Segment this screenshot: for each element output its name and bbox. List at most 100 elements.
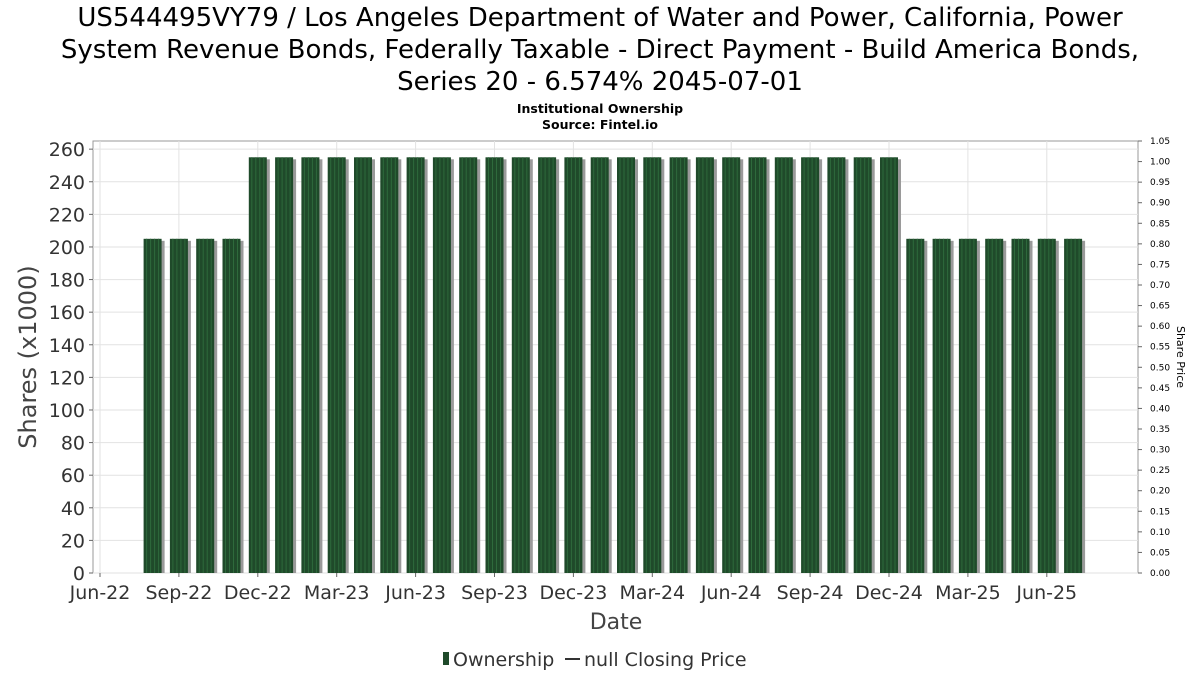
chart-title: US544495VY79 / Los Angeles Department of… xyxy=(0,2,1200,98)
y2-tick-label: 0.65 xyxy=(1150,302,1170,312)
bar-ownership xyxy=(669,157,688,573)
y-tick-label: 0 xyxy=(73,563,85,585)
y2-tick-label: 0.80 xyxy=(1150,240,1170,250)
bar-ownership xyxy=(1064,238,1083,573)
y-axis-right: 0.00 0.05 0.10 0.15 0.20 0.25 0.30 0.35 0.40 0.45… xyxy=(1138,137,1170,579)
x-tick-label: Sep-22 xyxy=(145,582,212,604)
y-tick-label: 140 xyxy=(49,335,85,357)
y2-tick-label: 0.10 xyxy=(1150,528,1170,538)
bar-ownership xyxy=(380,157,399,573)
x-tick-label: Dec-24 xyxy=(855,582,923,604)
bar-ownership xyxy=(275,157,294,573)
y-tick-label: 220 xyxy=(49,204,85,226)
bar-ownership xyxy=(617,157,635,573)
y2-tick-label: 0.05 xyxy=(1150,548,1170,558)
x-tick-label: Sep-24 xyxy=(777,582,844,604)
y-tick-label: 160 xyxy=(49,302,85,324)
bar-ownership xyxy=(801,157,820,573)
title-line-3: Series 20 - 6.574% 2045-07-01 xyxy=(397,67,803,97)
bar-ownership xyxy=(196,238,215,573)
legend-price-label: null Closing Price xyxy=(584,649,747,671)
bar-ownership xyxy=(590,157,609,573)
y2-tick-label: 0.70 xyxy=(1150,281,1170,291)
y2-tick-label: 0.40 xyxy=(1150,404,1170,414)
y2-axis-label: Share Price xyxy=(1174,326,1187,388)
chart-subtitle: Institutional Ownership Source: Fintel.i… xyxy=(0,101,1200,133)
x-axis: Jun-22 Sep-22 Dec-22 Mar-23 Jun-23 Sep-23 Dec-… xyxy=(69,573,1077,604)
y-axis-label: Shares (x1000) xyxy=(14,265,42,448)
bar-ownership xyxy=(459,157,478,573)
bar-ownership xyxy=(143,238,162,573)
bar-ownership xyxy=(432,157,451,573)
subtitle-line-2: Source: Fintel.io xyxy=(542,117,658,132)
y-tick-label: 40 xyxy=(61,498,85,520)
y2-tick-label: 0.30 xyxy=(1150,446,1170,456)
bar-ownership xyxy=(406,157,425,573)
bar-ownership xyxy=(511,157,530,573)
x-tick-label: Dec-23 xyxy=(539,582,607,604)
bars xyxy=(143,157,1086,573)
legend-ownership-swatch xyxy=(443,652,449,665)
y-tick-label: 20 xyxy=(61,530,85,552)
bar-ownership xyxy=(958,238,977,573)
x-tick-label: Jun-25 xyxy=(1015,582,1077,604)
legend: Ownership null Closing Price xyxy=(443,649,747,671)
y2-tick-label: 0.50 xyxy=(1150,363,1170,373)
y-tick-label: 120 xyxy=(49,367,85,389)
y2-tick-label: 0.90 xyxy=(1150,199,1170,209)
y2-tick-label: 1.00 xyxy=(1150,158,1170,168)
bar-ownership xyxy=(880,157,898,573)
bar-ownership xyxy=(1011,238,1030,573)
y2-tick-label: 0.20 xyxy=(1150,487,1170,497)
bar-ownership xyxy=(643,157,662,573)
bar-ownership xyxy=(327,157,346,573)
bar-ownership xyxy=(222,238,241,573)
y2-tick-label: 0.35 xyxy=(1150,425,1170,435)
y-tick-label: 240 xyxy=(49,172,85,194)
x-tick-label: Mar-25 xyxy=(935,582,1001,604)
y-tick-label: 80 xyxy=(61,433,85,455)
bar-ownership xyxy=(564,157,583,573)
y-tick-label: 200 xyxy=(49,237,85,259)
bar-ownership xyxy=(748,157,767,573)
y2-tick-label: 0.00 xyxy=(1150,569,1170,579)
y-tick-label: 100 xyxy=(49,400,85,422)
title-line-2: System Revenue Bonds, Federally Taxable … xyxy=(60,35,1140,65)
y2-tick-label: 0.15 xyxy=(1150,507,1170,517)
bar-ownership xyxy=(985,238,1004,573)
x-tick-label: Jun-24 xyxy=(700,582,762,604)
y-tick-label: 260 xyxy=(49,139,85,161)
x-tick-label: Dec-22 xyxy=(224,582,292,604)
y2-tick-label: 0.45 xyxy=(1150,384,1170,394)
bar-ownership xyxy=(301,157,320,573)
x-tick-label: Jun-23 xyxy=(384,582,446,604)
y-tick-label: 60 xyxy=(61,465,85,487)
y2-tick-label: 0.95 xyxy=(1150,178,1170,188)
bar-ownership xyxy=(774,157,793,573)
bar-ownership xyxy=(722,157,741,573)
x-tick-label: Jun-22 xyxy=(69,582,131,604)
bar-ownership xyxy=(485,157,504,573)
x-tick-label: Sep-23 xyxy=(461,582,528,604)
y2-tick-label: 0.55 xyxy=(1150,343,1170,353)
y-tick-label: 180 xyxy=(49,270,85,292)
bar-ownership xyxy=(932,238,951,573)
bar-ownership xyxy=(906,238,925,573)
y2-tick-label: 0.85 xyxy=(1150,219,1170,229)
bar-ownership xyxy=(169,238,188,573)
y2-tick-label: 0.75 xyxy=(1150,260,1170,270)
y2-tick-label: 1.05 xyxy=(1150,137,1170,147)
bar-ownership xyxy=(538,157,557,573)
x-tick-label: Mar-23 xyxy=(304,582,370,604)
bar-ownership xyxy=(354,157,372,573)
bar-ownership xyxy=(1037,238,1056,573)
subtitle-line-1: Institutional Ownership xyxy=(516,101,684,116)
y-axis-left: 0 20 40 60 80 100 120 140 160 180 200 220 240 260 xyxy=(49,139,93,585)
x-axis-label: Date xyxy=(590,610,643,635)
y2-tick-label: 0.60 xyxy=(1150,322,1170,332)
y2-tick-label: 0.25 xyxy=(1150,466,1170,476)
bar-ownership xyxy=(853,157,872,573)
legend-ownership-label: Ownership xyxy=(453,649,554,671)
bar-ownership xyxy=(827,157,846,573)
